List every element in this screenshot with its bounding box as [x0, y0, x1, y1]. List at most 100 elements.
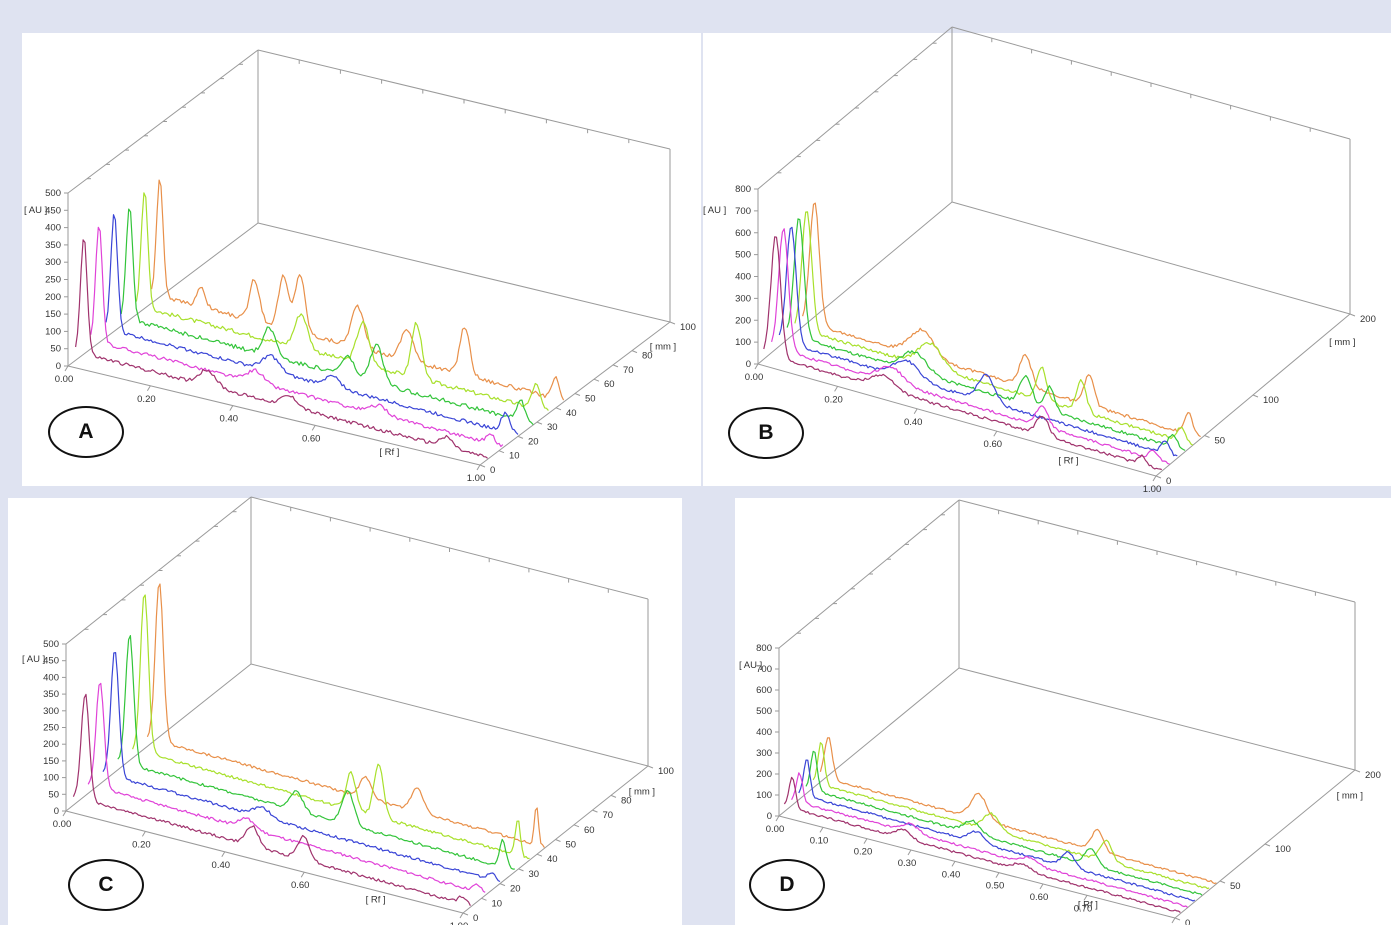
x-tick	[819, 827, 824, 833]
z-tick	[593, 378, 600, 382]
z-tick-label: 100	[1263, 395, 1279, 406]
trace-3	[102, 652, 501, 883]
z-tick-label: 50	[1215, 436, 1226, 447]
z-tick-label: 20	[528, 436, 539, 447]
z-tick-label: 30	[529, 869, 540, 880]
x-tick-label: 0.40	[220, 414, 239, 425]
y-tick-label: 100	[756, 790, 772, 801]
trace-6	[819, 737, 1217, 885]
x-tick-label: 0.50	[986, 881, 1005, 892]
z-axis-label: [ mm ]	[650, 342, 676, 353]
x-tick	[141, 831, 146, 837]
x-tick-label: 0.00	[53, 819, 72, 830]
y-tick-label: 300	[735, 293, 751, 304]
trace-6	[802, 202, 1201, 438]
z-axis-label: [ mm ]	[1337, 791, 1363, 802]
x-tick-label: 0.60	[984, 439, 1003, 450]
z-tick	[479, 464, 486, 468]
z-tick-label: 10	[492, 898, 503, 909]
axis-line-4	[958, 667, 1356, 771]
axis-line-2	[67, 222, 259, 367]
z-tick-label: 10	[509, 451, 520, 462]
x-tick-label: 0.30	[898, 858, 917, 869]
z-tick-label: 200	[1360, 314, 1376, 325]
x-tick-label: 0.60	[302, 433, 321, 444]
z-tick	[573, 824, 580, 828]
x-tick	[863, 838, 868, 844]
traces	[783, 737, 1217, 913]
y-tick-label: 300	[45, 257, 61, 268]
panel-label-b: B	[728, 407, 804, 459]
y-tick-label: 200	[756, 769, 772, 780]
x-tick-label: 0.60	[291, 880, 310, 891]
y-tick-label: 100	[735, 337, 751, 348]
traces	[75, 179, 565, 459]
y-tick-label: 600	[735, 228, 751, 239]
z-tick	[518, 868, 524, 872]
y-tick-label: 100	[43, 773, 59, 784]
z-tick	[498, 450, 505, 454]
trace-3	[798, 759, 1196, 902]
z-tick	[462, 912, 469, 916]
y-tick-label: 400	[756, 727, 772, 738]
y-tick-label: 200	[735, 315, 751, 326]
x-axis-label: [ Rf ]	[379, 447, 399, 458]
axis-line-0	[757, 363, 1157, 477]
x-tick-label: 0.40	[942, 869, 961, 880]
y-tick-label: 0	[56, 361, 61, 372]
x-tick	[311, 425, 316, 431]
x-tick-label: 0.70	[1074, 903, 1093, 914]
panel-label-c: C	[68, 859, 144, 911]
z-tick-label: 70	[603, 810, 614, 821]
x-tick	[913, 408, 918, 415]
x-tick	[1152, 475, 1157, 482]
x-tick	[229, 405, 234, 411]
trace-4	[117, 635, 515, 870]
x-tick-label: 0.20	[824, 394, 843, 405]
y-tick-label: 800	[735, 184, 751, 195]
y-tick-label: 350	[43, 689, 59, 700]
z-tick-label: 0	[473, 913, 478, 924]
trace-2	[791, 772, 1188, 908]
y-tick-label: 800	[756, 643, 772, 654]
z-tick	[1204, 435, 1210, 438]
z-tick-label: 20	[510, 884, 521, 895]
axis-line-4	[951, 201, 1351, 315]
x-tick	[476, 464, 481, 471]
chart-panel-a: 0 50 100 150 200 250 300 350 400 450 500[ AU ] 0.00…	[22, 33, 701, 486]
axis-line-2	[778, 667, 960, 817]
x-tick-label: 1.00	[1143, 484, 1162, 495]
x-tick	[146, 385, 151, 392]
y-axis-label: [ AU ]	[703, 205, 726, 216]
z-tick-label: 80	[642, 351, 653, 362]
z-tick-label: 60	[604, 379, 615, 390]
y-tick-label: 500	[756, 706, 772, 717]
traces	[72, 583, 545, 906]
y-tick-label: 350	[45, 240, 61, 251]
z-tick-label: 100	[1275, 844, 1291, 855]
z-tick-label: 40	[547, 854, 558, 865]
axis-line-4	[257, 222, 671, 323]
x-tick	[64, 365, 69, 372]
y-tick-label: 0	[746, 359, 751, 370]
y-tick-label: 0	[54, 806, 59, 817]
x-tick-label: 0.40	[212, 860, 231, 871]
x-axis-label: [ Rf ]	[1058, 455, 1078, 466]
trace-6	[146, 583, 545, 848]
axis-line-0	[67, 365, 481, 466]
axis-line-2	[65, 663, 252, 812]
z-tick-label: 70	[623, 365, 634, 376]
x-tick-label: 0.00	[55, 374, 74, 385]
y-tick-label: 700	[735, 206, 751, 217]
y-tick-label: 50	[48, 789, 59, 800]
x-tick	[834, 386, 839, 392]
z-tick-label: 60	[584, 825, 595, 836]
trace-5	[132, 594, 530, 860]
x-tick-label: 0.10	[810, 835, 829, 846]
x-tick	[775, 815, 780, 822]
z-tick	[631, 350, 638, 354]
